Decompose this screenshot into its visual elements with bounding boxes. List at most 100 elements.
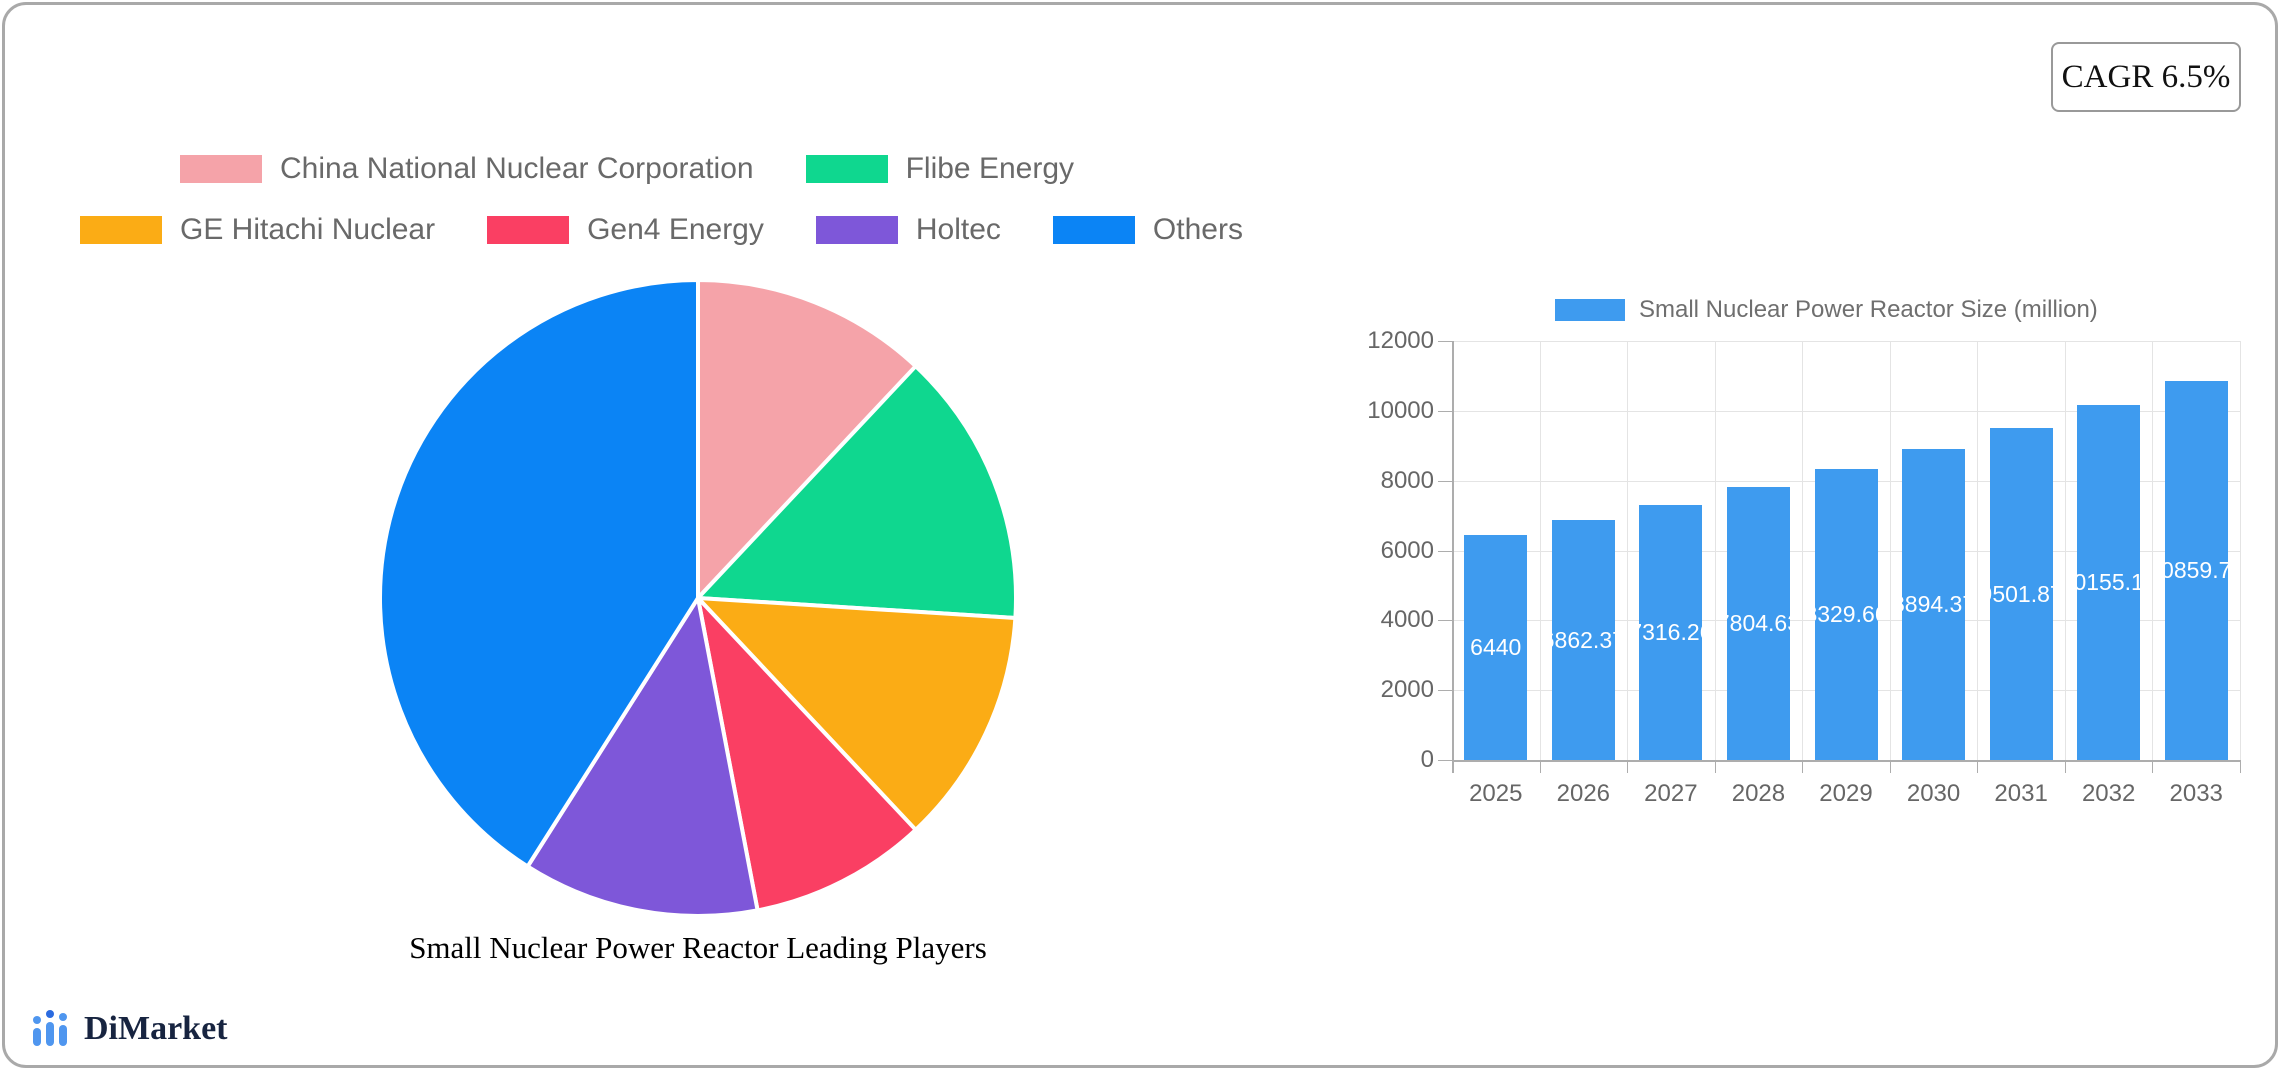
pie-legend-swatch xyxy=(1052,216,1135,244)
bar: 8894.37 xyxy=(1902,449,1966,760)
x-axis-label: 2033 xyxy=(2169,780,2223,807)
pie-legend-label: Holtec xyxy=(915,213,1001,246)
series-label: Small Nuclear Power Reactor Size (millio… xyxy=(1639,296,2098,323)
pie-legend-label: Gen4 Energy xyxy=(587,213,764,246)
pie-slice xyxy=(696,596,1018,832)
cagr-label: CAGR 6.5% xyxy=(2061,58,2231,95)
x-tick xyxy=(1714,760,1716,773)
x-gridline xyxy=(2064,341,2066,760)
y-tick xyxy=(1438,760,1452,761)
x-axis-label: 2026 xyxy=(1556,780,1611,807)
x-gridline xyxy=(1627,341,1629,760)
pie-legend-label: China National Nuclear Corporation xyxy=(280,152,754,185)
cagr-badge: CAGR 6.5% xyxy=(2051,42,2241,112)
pie-slice xyxy=(696,596,918,913)
bar-chart-legend: Small Nuclear Power Reactor Size (millio… xyxy=(1555,296,2098,324)
bar: 9501.87 xyxy=(1989,428,2053,760)
y-axis-label: 0 xyxy=(1420,746,1434,773)
y-tick xyxy=(1438,480,1452,482)
x-axis-label: 2025 xyxy=(1469,780,1523,807)
bar: 7316.26 xyxy=(1639,504,1703,760)
bar: 10859.73 xyxy=(2164,380,2228,760)
pie-legend-item: Flibe Energy xyxy=(805,152,1075,186)
x-gridline xyxy=(1977,341,1979,760)
pie-legend-swatch xyxy=(815,216,898,244)
x-tick xyxy=(1889,760,1891,773)
x-axis-label: 2027 xyxy=(1644,780,1698,807)
pie-legend-swatch xyxy=(487,216,570,244)
brand-logo: DiMarket xyxy=(30,1008,228,1050)
x-tick xyxy=(1539,760,1541,773)
y-tick xyxy=(1438,410,1452,412)
pie-legend-item: China National Nuclear Corporation xyxy=(180,152,754,186)
y-axis xyxy=(1452,341,1454,773)
y-axis-label: 4000 xyxy=(1380,606,1434,634)
y-gridline xyxy=(1452,410,2240,412)
series-swatch xyxy=(1555,299,1625,321)
x-gridline xyxy=(1889,341,1891,760)
bar-value-label: 8894.37 xyxy=(1902,591,1965,618)
x-gridline xyxy=(2240,341,2241,760)
x-tick xyxy=(2064,760,2066,773)
pie-legend-row-2: GE Hitachi Nuclear Gen4 Energy Holtec Other… xyxy=(80,213,1243,247)
x-tick xyxy=(2152,760,2154,773)
pie-slice xyxy=(525,596,760,918)
pie-legend-item: Gen4 Energy xyxy=(487,213,764,247)
x-gridline xyxy=(1714,341,1716,760)
bar-value-label: 9501.87 xyxy=(1990,580,2053,607)
pie-legend-item: GE Hitachi Nuclear xyxy=(80,213,435,247)
pie-legend-row-1: China National Nuclear Corporation Flibe … xyxy=(180,152,1074,186)
bar-value-label: 7316.26 xyxy=(1639,618,1702,645)
pie-slice xyxy=(378,278,700,869)
pie-chart xyxy=(378,278,1018,918)
bar: 6440 xyxy=(1464,535,1528,760)
brand-icon xyxy=(33,1010,67,1046)
pie-legend-swatch xyxy=(805,155,888,183)
pie-legend-label: Flibe Energy xyxy=(905,152,1075,185)
pie-legend-swatch xyxy=(80,216,162,244)
y-tick xyxy=(1438,620,1452,622)
y-tick xyxy=(1438,550,1452,552)
pie-legend-swatch xyxy=(180,155,262,183)
brand-name: DiMarket xyxy=(84,1010,228,1047)
y-axis-label: 6000 xyxy=(1380,536,1434,564)
x-axis-label: 2029 xyxy=(1819,780,1873,807)
x-gridline xyxy=(2152,341,2154,760)
y-axis-label: 12000 xyxy=(1367,327,1434,354)
y-gridline xyxy=(1452,341,2240,342)
x-gridline xyxy=(1802,341,1804,760)
y-tick xyxy=(1438,341,1452,342)
bar: 6862.37 xyxy=(1551,520,1615,760)
bar-value-label: 6440 xyxy=(1470,634,1522,661)
x-tick xyxy=(2240,760,2241,773)
x-tick xyxy=(1802,760,1804,773)
x-gridline xyxy=(1539,341,1541,760)
y-axis-label: 10000 xyxy=(1367,396,1434,424)
y-axis-label: 2000 xyxy=(1380,676,1434,704)
bar-value-label: 6862.37 xyxy=(1552,626,1615,653)
pie-chart-title: Small Nuclear Power Reactor Leading Play… xyxy=(409,930,987,965)
pie-legend-item: Holtec xyxy=(815,213,1001,247)
x-tick xyxy=(1627,760,1629,773)
pie-legend-label: GE Hitachi Nuclear xyxy=(180,213,436,246)
x-axis-label: 2028 xyxy=(1731,780,1786,807)
y-tick xyxy=(1438,690,1452,692)
y-axis-label: 8000 xyxy=(1380,466,1434,494)
pie-slice xyxy=(696,364,1018,620)
x-axis-label: 2031 xyxy=(1994,780,2048,807)
pie-slice xyxy=(696,278,918,600)
bar-value-label: 10859.73 xyxy=(2164,556,2228,583)
x-axis xyxy=(1452,760,2240,762)
x-axis-label: 2030 xyxy=(1906,780,1961,807)
pie-legend-label: Others xyxy=(1152,213,1243,246)
x-axis-label: 2032 xyxy=(2081,780,2136,807)
x-tick xyxy=(1977,760,1979,773)
pie-legend-item: Others xyxy=(1052,213,1243,247)
